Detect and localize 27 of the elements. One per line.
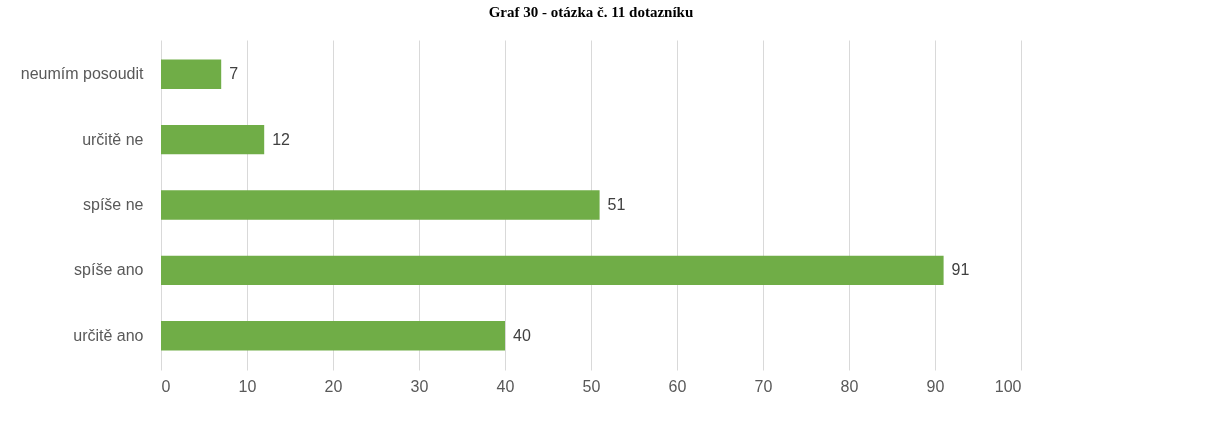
y-tick-label: určitě ano <box>73 326 144 344</box>
x-tick-label: 70 <box>754 377 773 395</box>
x-tick-label: 100 <box>994 377 1022 395</box>
x-tick-label: 30 <box>410 377 429 395</box>
y-tick-label: určitě ne <box>82 130 144 148</box>
x-tick-label: 40 <box>496 377 515 395</box>
chart-title: Graf 30 - otázka č. 11 dotazníku <box>488 4 694 20</box>
x-tick-label: 80 <box>840 377 859 395</box>
data-label: 91 <box>951 261 970 279</box>
x-tick-label: 20 <box>324 377 343 395</box>
x-tick-label: 50 <box>582 377 601 395</box>
y-tick-label: neumím posoudit <box>20 65 145 83</box>
x-tick-label: 0 <box>161 377 171 395</box>
x-tick-label: 10 <box>238 377 257 395</box>
bar <box>161 320 505 351</box>
data-label: 51 <box>607 196 626 213</box>
x-tick-label: 90 <box>926 377 945 395</box>
bar <box>161 59 222 90</box>
data-label: 12 <box>272 130 291 148</box>
y-tick-label: spíše ne <box>83 196 144 213</box>
bar <box>161 255 944 286</box>
bar <box>161 124 265 155</box>
bar <box>161 190 600 220</box>
data-label: 40 <box>513 326 531 344</box>
data-label: 7 <box>229 65 239 83</box>
x-tick-label: 60 <box>668 377 687 395</box>
y-tick-label: spíše ano <box>74 261 144 279</box>
